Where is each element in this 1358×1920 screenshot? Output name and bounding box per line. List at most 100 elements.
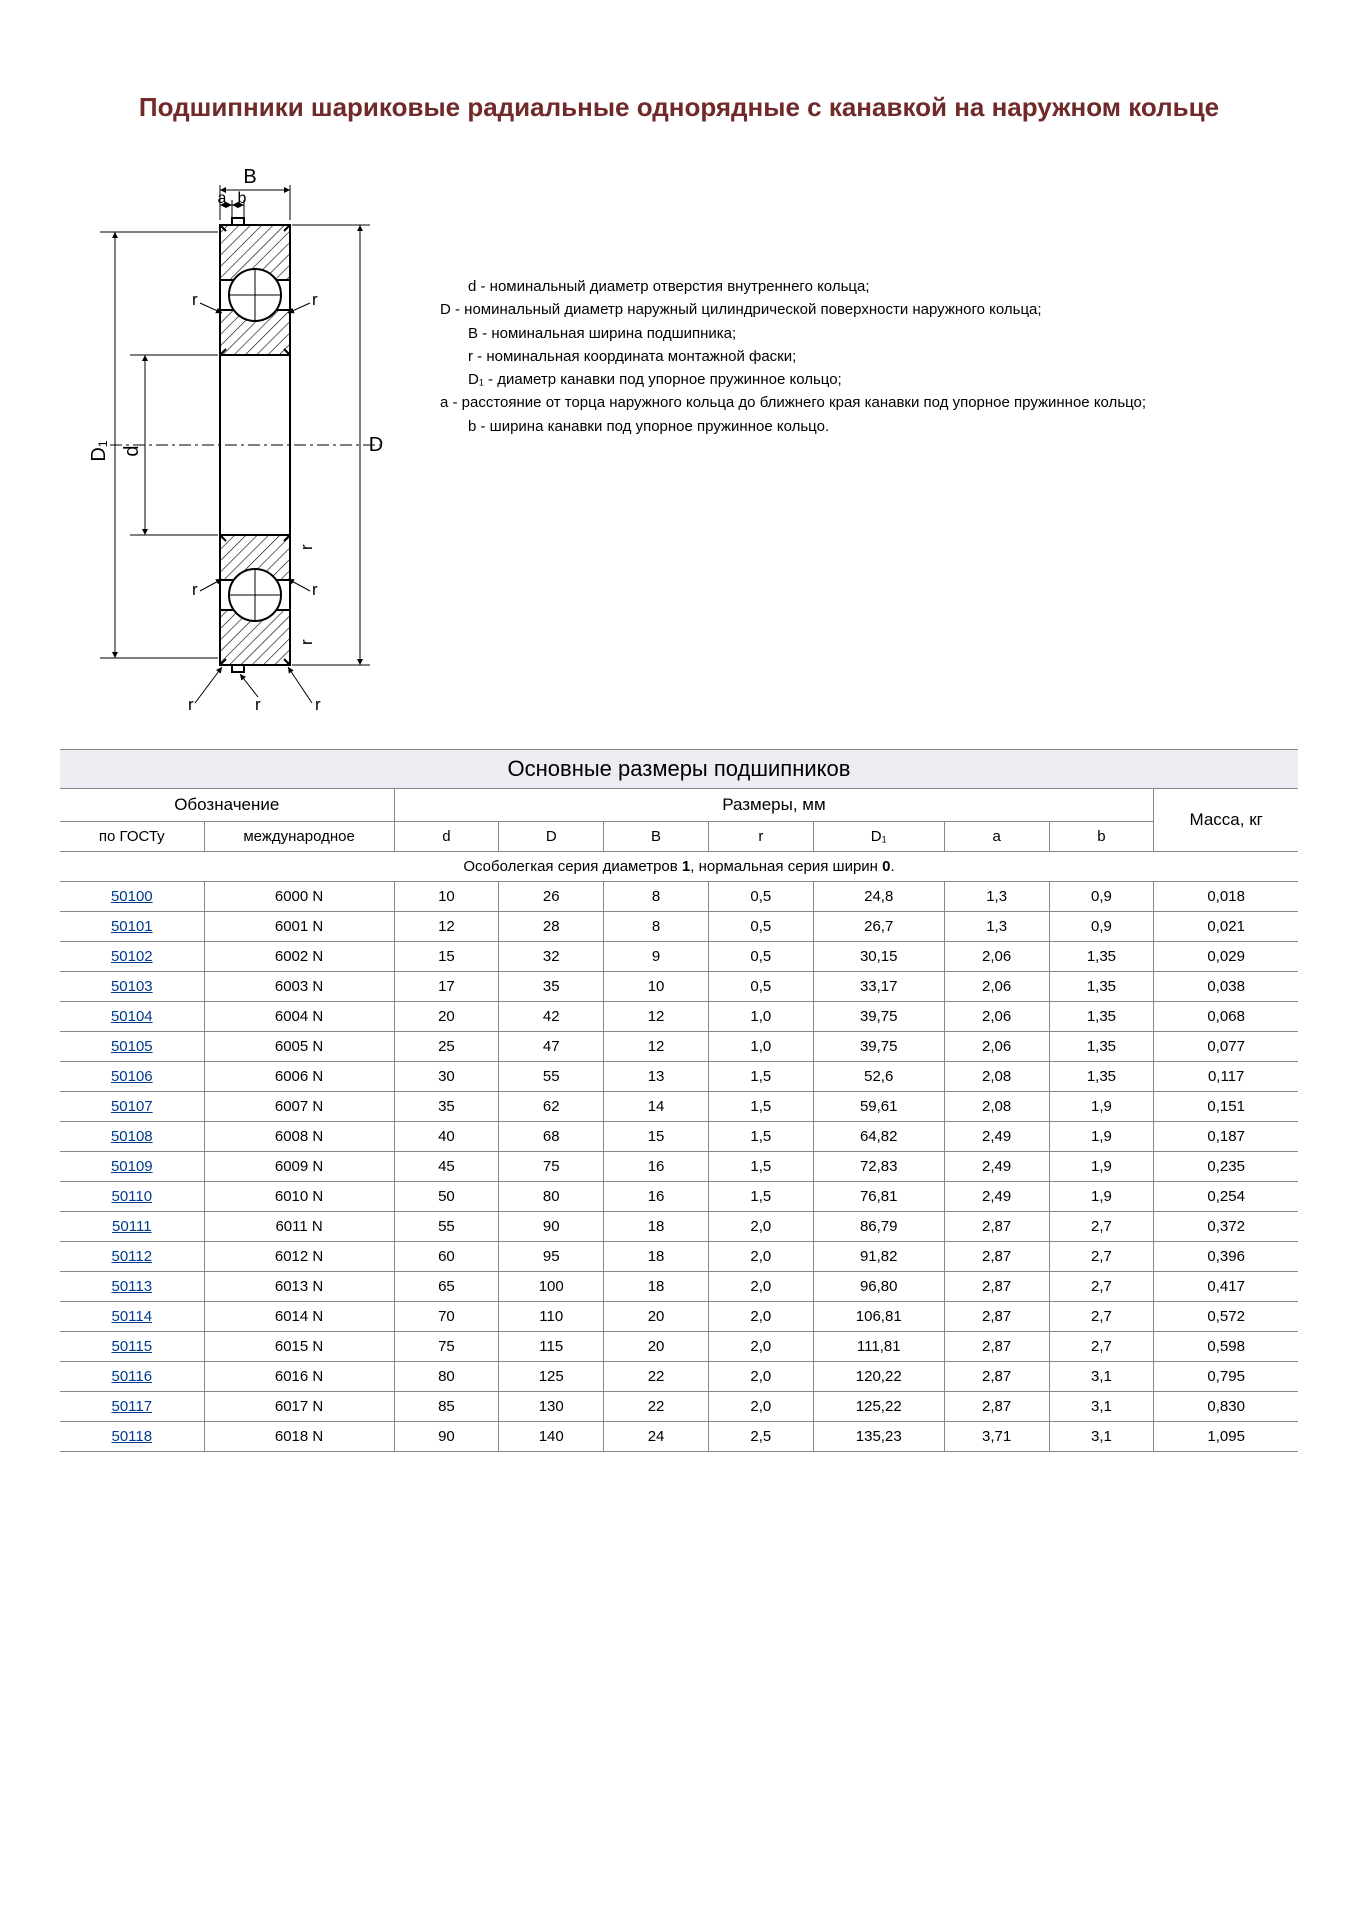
table-cell: 2,87 [944,1302,1049,1332]
section-bold: 1 [682,858,690,875]
diagram-label-B: B [243,166,256,188]
table-cell: 0,5 [708,912,813,942]
legend-D: D - номинальный диаметр наружный цилиндр… [440,298,1298,321]
table-cell: 0,117 [1154,1062,1298,1092]
table-cell: 39,75 [813,1002,944,1032]
gost-link[interactable]: 50118 [111,1428,152,1445]
diagram-label-r6: r [255,695,261,714]
table-cell: 8 [604,882,709,912]
gost-link[interactable]: 50103 [111,978,153,995]
table-cell: 0,235 [1154,1152,1298,1182]
top-section: B a b D d D₁ r r [60,155,1298,719]
section-text: , нормальная серия ширин [690,858,882,875]
page-title: Подшипники шариковые радиальные однорядн… [60,90,1298,125]
table-cell: 0,254 [1154,1182,1298,1212]
table-cell: 68 [499,1122,604,1152]
legend-b: b - ширина канавки под упорное пружинное… [440,415,1298,438]
table-cell: 52,6 [813,1062,944,1092]
gost-link[interactable]: 50109 [111,1158,153,1175]
gost-link[interactable]: 50117 [111,1398,152,1415]
table-cell: 2,87 [944,1242,1049,1272]
table-row: 501186018 N90140242,5135,233,713,11,095 [60,1422,1298,1452]
gost-link[interactable]: 50104 [111,1008,153,1025]
th-B: B [604,822,709,852]
table-row: 501096009 N4575161,572,832,491,90,235 [60,1152,1298,1182]
table-cell: 0,077 [1154,1032,1298,1062]
gost-link[interactable]: 50112 [111,1248,152,1265]
table-cell: 6002 N [204,942,394,972]
gost-link[interactable]: 50102 [111,948,153,965]
table-cell: 1,5 [708,1152,813,1182]
table-cell: 86,79 [813,1212,944,1242]
table-cell: 0,029 [1154,942,1298,972]
gost-link[interactable]: 50108 [111,1128,153,1145]
table-cell: 15 [604,1122,709,1152]
diagram-label-r7: r [315,695,321,714]
bearing-diagram: B a b D d D₁ r r [60,155,400,719]
table-row: 501136013 N65100182,096,802,872,70,417 [60,1272,1298,1302]
table-cell: 2,08 [944,1062,1049,1092]
diagram-label-r8: r [297,544,316,550]
gost-link[interactable]: 50100 [111,888,153,905]
table-title: Основные размеры подшипников [60,749,1298,789]
table-cell: 1,5 [708,1182,813,1212]
table-cell: 2,7 [1049,1212,1154,1242]
table-cell: 6005 N [204,1032,394,1062]
diagram-label-a: a [218,190,227,207]
table-cell: 0,598 [1154,1332,1298,1362]
gost-link[interactable]: 50115 [111,1338,152,1355]
table-cell: 1,5 [708,1092,813,1122]
diagram-label-d-lower: d [121,446,143,457]
table-cell: 75 [394,1332,499,1362]
table-cell: 70 [394,1302,499,1332]
table-cell: 14 [604,1092,709,1122]
diagram-label-r5: r [188,695,194,714]
table-cell: 12 [604,1002,709,1032]
gost-link[interactable]: 50111 [112,1218,152,1235]
gost-link[interactable]: 50110 [111,1188,152,1205]
gost-link[interactable]: 50113 [111,1278,152,1295]
table-cell: 20 [394,1002,499,1032]
table-cell: 25 [394,1032,499,1062]
table-cell: 65 [394,1272,499,1302]
th-dimensions: Размеры, мм [394,789,1154,822]
bearings-table: Обозначение Размеры, мм Масса, кг по ГОС… [60,789,1298,1452]
table-cell: 1,9 [1049,1182,1154,1212]
table-cell: 2,49 [944,1122,1049,1152]
legend: d - номинальный диаметр отверстия внутре… [440,155,1298,438]
gost-link[interactable]: 50114 [111,1308,152,1325]
table-row: 501006000 N102680,524,81,30,90,018 [60,882,1298,912]
table-cell: 3,1 [1049,1362,1154,1392]
table-cell: 0,021 [1154,912,1298,942]
th-r: r [708,822,813,852]
table-cell: 1,5 [708,1062,813,1092]
th-D1: D₁ [813,822,944,852]
table-cell: 33,17 [813,972,944,1002]
table-cell: 50117 [60,1392,204,1422]
gost-link[interactable]: 50106 [111,1068,153,1085]
table-cell: 16 [604,1182,709,1212]
gost-link[interactable]: 50107 [111,1098,153,1115]
legend-d: d - номинальный диаметр отверстия внутре… [440,275,1298,298]
table-cell: 125 [499,1362,604,1392]
diagram-label-b: b [238,190,247,207]
table-cell: 18 [604,1242,709,1272]
gost-link[interactable]: 50105 [111,1038,153,1055]
table-cell: 28 [499,912,604,942]
table-cell: 60 [394,1242,499,1272]
table-cell: 6012 N [204,1242,394,1272]
table-row: 501086008 N4068151,564,822,491,90,187 [60,1122,1298,1152]
gost-link[interactable]: 50101 [111,918,153,935]
th-gost: по ГОСТу [60,822,204,852]
gost-link[interactable]: 50116 [111,1368,152,1385]
table-cell: 3,1 [1049,1422,1154,1452]
table-cell: 0,9 [1049,912,1154,942]
table-cell: 50109 [60,1152,204,1182]
table-cell: 0,151 [1154,1092,1298,1122]
table-cell: 50112 [60,1242,204,1272]
table-row: 501046004 N2042121,039,752,061,350,068 [60,1002,1298,1032]
table-cell: 0,038 [1154,972,1298,1002]
th-mass: Масса, кг [1154,789,1298,852]
table-cell: 0,830 [1154,1392,1298,1422]
table-cell: 50105 [60,1032,204,1062]
